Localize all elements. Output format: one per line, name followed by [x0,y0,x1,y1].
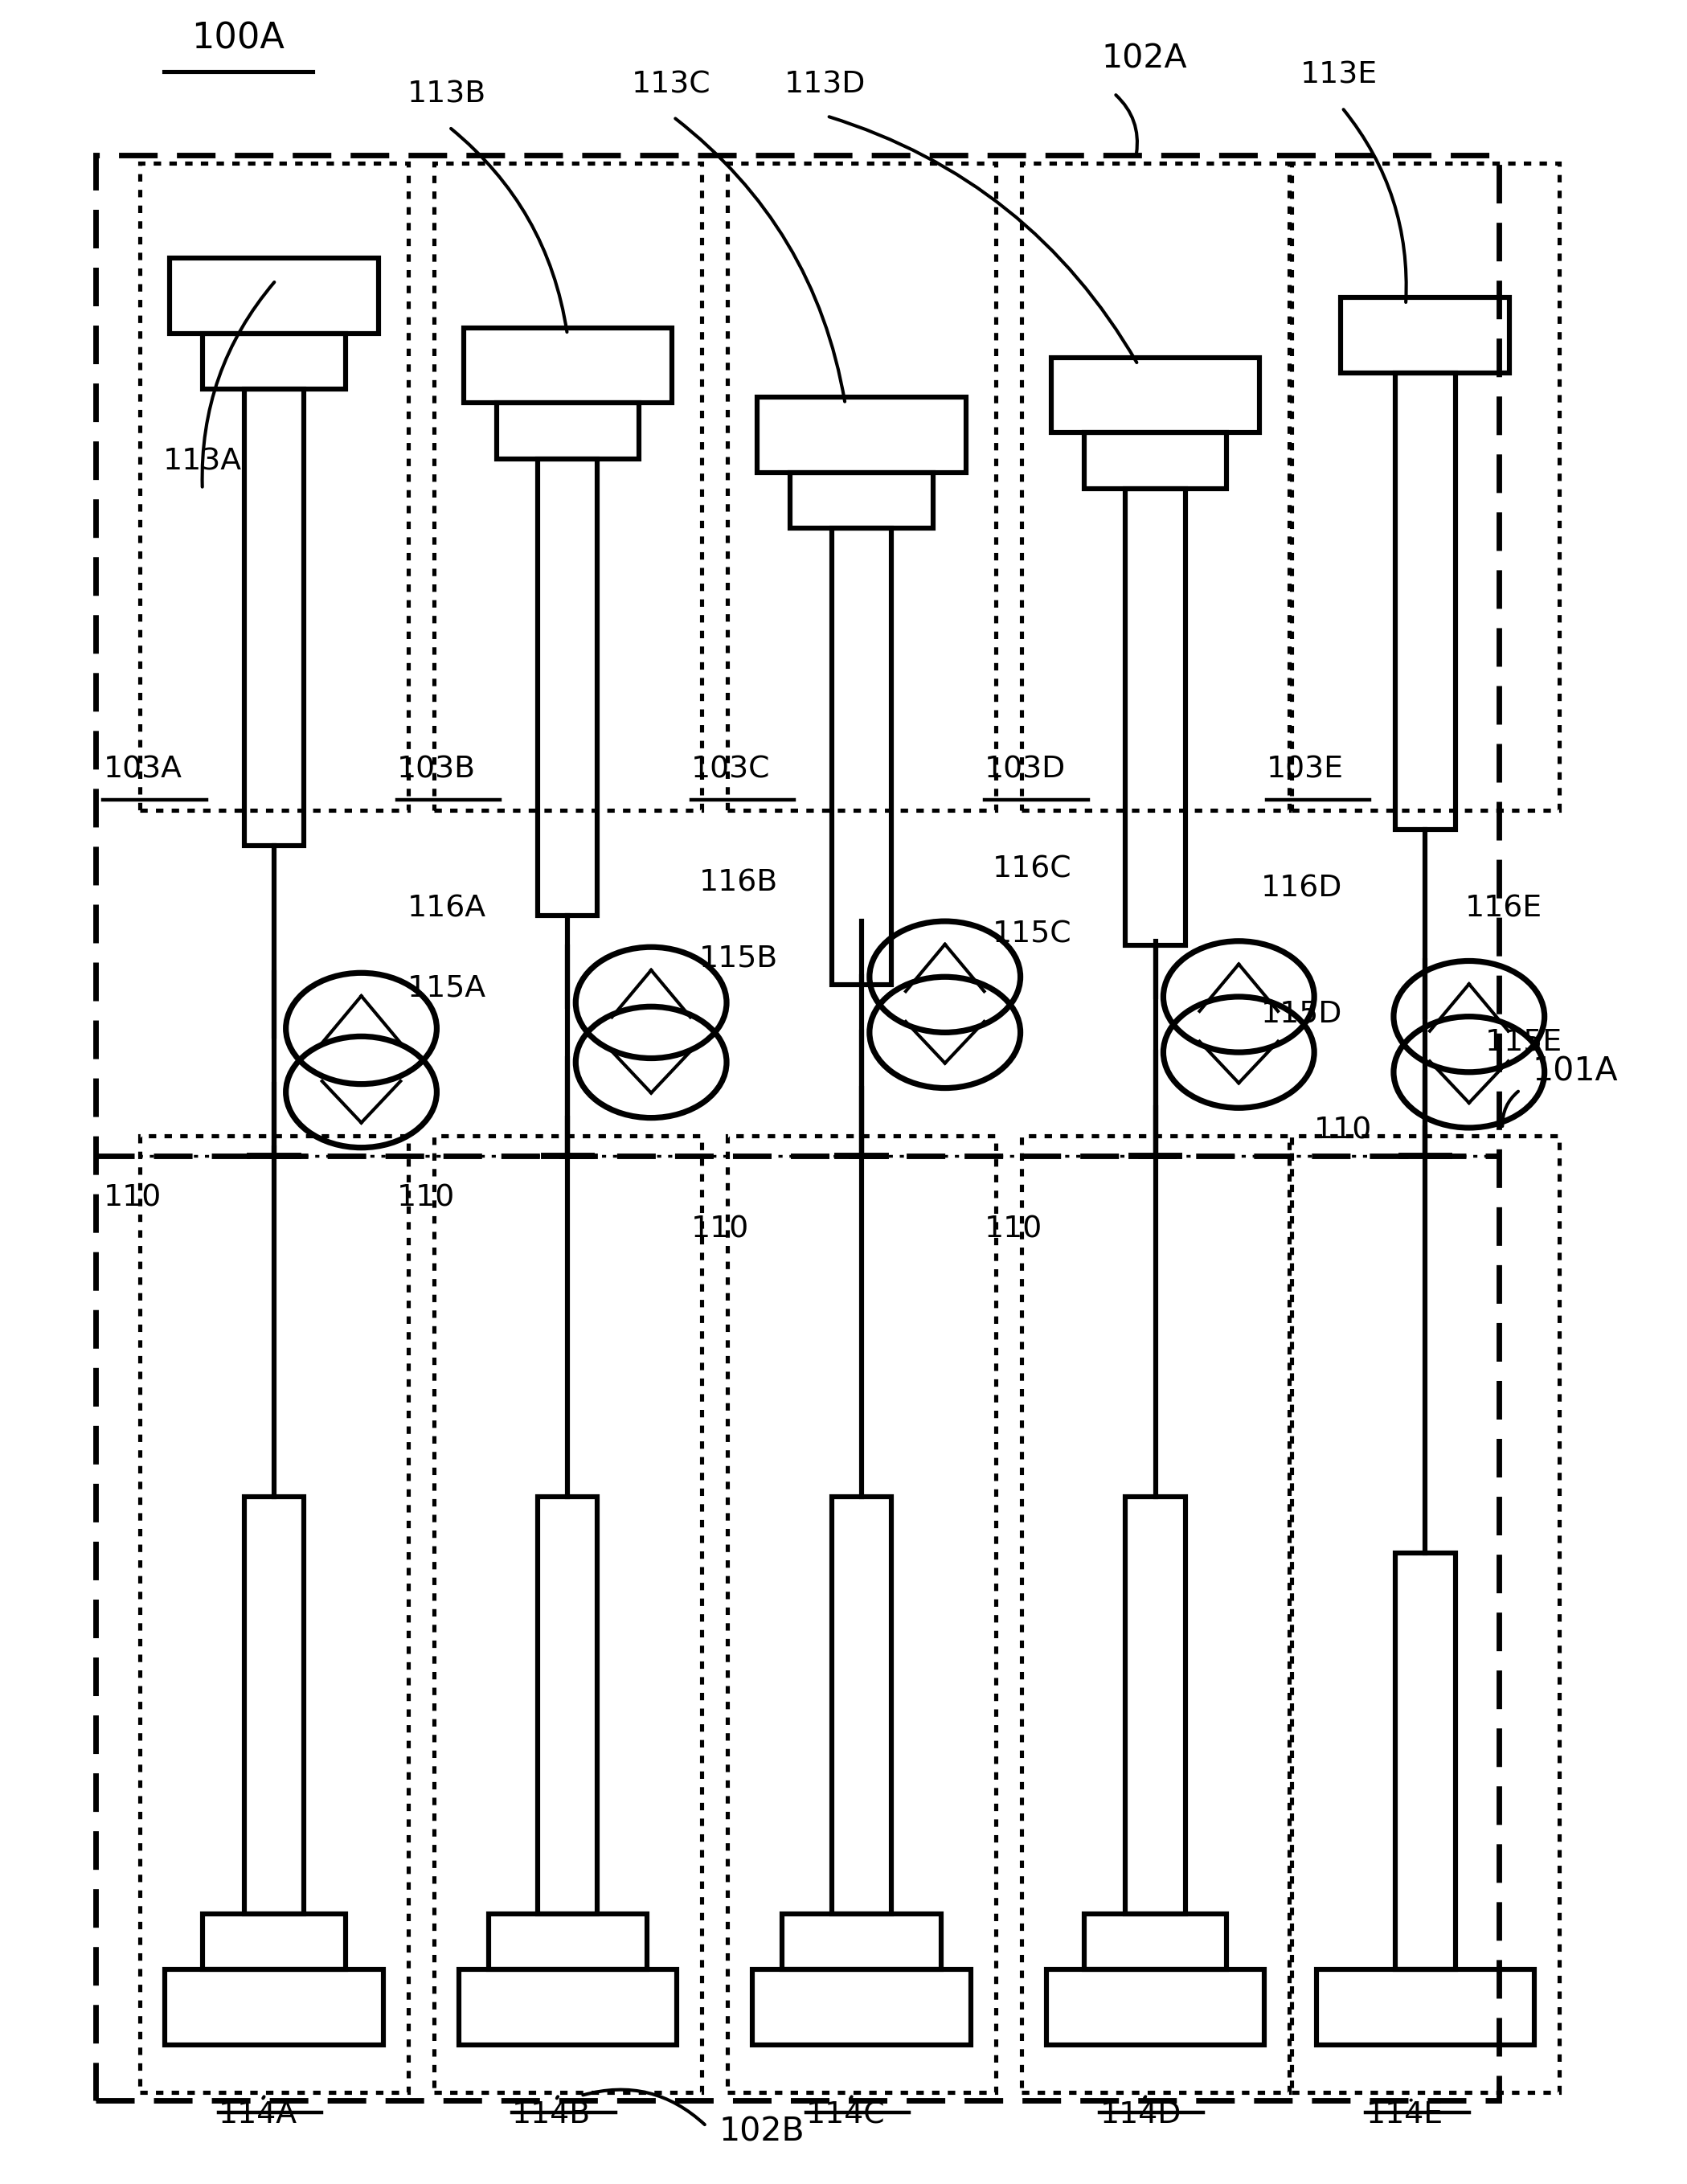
Text: 116C: 116C [992,854,1071,885]
Text: 113C: 113C [631,70,710,98]
Text: 110: 110 [396,1184,455,1212]
Text: 103C: 103C [690,756,769,784]
Text: 113A: 113A [162,448,241,476]
Text: 115D: 115D [1260,1000,1341,1029]
Text: 114E: 114E [1365,2101,1442,2129]
Bar [1021,1136,1289,2092]
Text: 114B: 114B [513,2101,590,2129]
Text: 102B: 102B [719,2116,805,2149]
Bar [1125,489,1184,946]
Bar [832,529,891,985]
Bar [434,164,702,810]
Text: 115E: 115E [1485,1026,1562,1057]
Bar [1291,164,1559,810]
Text: 102A: 102A [1102,44,1188,76]
Text: 103E: 103E [1267,756,1343,784]
Bar [245,389,304,845]
Bar [202,1913,346,1970]
Bar [1051,358,1259,432]
Bar [832,1496,891,1913]
Text: 116A: 116A [407,893,486,924]
Bar [538,1496,597,1913]
Text: 116B: 116B [698,869,778,898]
Bar [488,1913,648,1970]
Text: 101A: 101A [1532,1057,1618,1088]
Bar [94,155,1498,2101]
Bar [757,397,965,472]
Bar [538,459,597,915]
Text: 110: 110 [103,1184,162,1212]
Text: 116E: 116E [1464,893,1542,924]
Text: 103B: 103B [396,756,476,784]
Bar [1083,1913,1226,1970]
Bar [464,328,671,404]
Text: 114A: 114A [218,2101,297,2129]
Text: 114D: 114D [1100,2101,1181,2129]
Text: 115C: 115C [992,919,1071,950]
Bar [1291,1136,1559,2092]
Bar [1083,432,1226,489]
Bar [202,334,346,389]
Text: 115A: 115A [407,974,486,1002]
Bar [140,164,408,810]
Bar [1316,1970,1533,2044]
Bar [496,404,639,459]
Text: 110: 110 [690,1214,749,1245]
Bar [1046,1970,1264,2044]
Bar [434,1136,702,2092]
Bar [165,1970,383,2044]
Text: 110: 110 [985,1214,1043,1245]
Bar [1125,1496,1184,1913]
Bar [140,1136,408,2092]
Bar [783,1913,941,1970]
Text: 103A: 103A [103,756,182,784]
Text: 115B: 115B [698,943,778,972]
Bar [245,1496,304,1913]
Text: 116D: 116D [1260,874,1341,904]
Text: 100A: 100A [192,22,285,55]
Text: 114C: 114C [806,2101,886,2129]
Bar [790,472,933,529]
Bar [1395,373,1454,830]
Bar [1395,1553,1454,1970]
Text: 113D: 113D [784,70,865,98]
Text: 103D: 103D [985,756,1066,784]
Bar [752,1970,970,2044]
Bar [727,164,995,810]
Text: 110: 110 [1314,1116,1372,1144]
Text: 113B: 113B [407,81,486,109]
Bar [1341,297,1510,373]
Bar [459,1970,676,2044]
Bar [727,1136,995,2092]
Text: 113E: 113E [1301,61,1377,90]
Bar [170,258,378,334]
Bar [1021,164,1289,810]
